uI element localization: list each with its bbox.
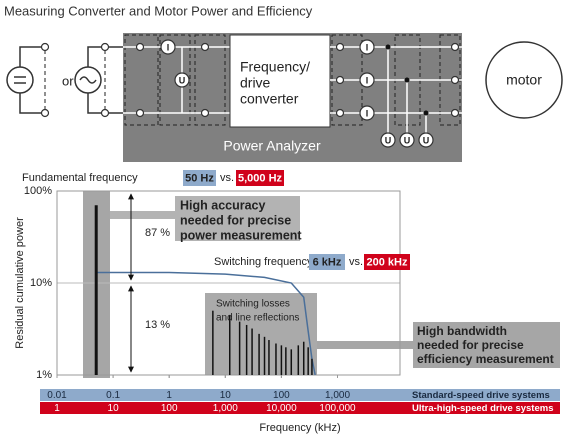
y-axis-label: Residual cumulative power [14, 217, 26, 349]
converter-label: Frequency/ [240, 59, 310, 75]
plot-frame [56, 190, 401, 376]
x-tick-label: 1 [54, 403, 60, 414]
annotation: vs. [220, 172, 234, 184]
annotation: Switching losses [216, 299, 290, 310]
annotation: Fundamental frequency [22, 172, 138, 184]
x-tick-label: 100,000 [319, 403, 356, 414]
tick-row [40, 402, 408, 414]
x-tick-label: 100 [273, 390, 290, 401]
badge-label: 5,000 Hz [238, 172, 283, 184]
tick-row-name: Standard-speed drive systems [412, 390, 550, 401]
motor-label: motor [506, 72, 542, 88]
voltage-symbol: U [385, 135, 392, 145]
current-symbol: I [366, 108, 369, 118]
badge [364, 254, 410, 270]
x-tick-label: 10 [108, 403, 120, 414]
current-symbol: I [366, 75, 369, 85]
badge [236, 170, 284, 186]
converter-label: drive [240, 75, 271, 91]
curve [96, 271, 316, 376]
annotation: High accuracy [180, 198, 266, 212]
voltage-symbol: U [404, 135, 411, 145]
badge-label: 6 kHz [313, 256, 342, 268]
x-tick-label: 10 [220, 390, 232, 401]
badge [183, 170, 216, 186]
accuracy-box [175, 196, 300, 241]
x-tick-label: 10,000 [266, 403, 297, 414]
x-tick-label: 1 [166, 390, 172, 401]
badge [309, 254, 345, 270]
circuit-diagram: or I U Frequency/ drive converter I I I … [6, 33, 563, 162]
x-axis-label: Frequency (kHz) [259, 422, 340, 434]
badge-label: 50 Hz [185, 172, 214, 184]
annotation: vs. [349, 256, 363, 268]
share-label: 13 % [145, 319, 170, 331]
y-tick-label: 100% [24, 185, 52, 197]
tick-row-name-box [408, 402, 560, 414]
annotation: High bandwidth [417, 324, 507, 338]
badge-label: 200 kHz [367, 256, 408, 268]
annotation: needed for precise [417, 338, 524, 352]
share-label: 87 % [145, 227, 170, 239]
annotation: needed for precise [180, 213, 291, 227]
current-symbol: I [366, 42, 369, 52]
x-tick-label: 100 [161, 403, 178, 414]
plot [56, 190, 401, 376]
voltage-symbol: U [179, 75, 186, 85]
annotation: power measurement [180, 228, 302, 242]
current-symbol: I [167, 42, 170, 52]
x-tick-label: 0.1 [106, 390, 120, 401]
tick-row [40, 389, 408, 401]
analyzer-label: Power Analyzer [223, 138, 321, 154]
annotation: efficiency measurement [417, 352, 554, 366]
voltage-symbol: U [423, 135, 430, 145]
annotation: and line reflections [216, 313, 299, 324]
converter-label: converter [240, 91, 299, 107]
x-tick-label: 0.01 [47, 390, 67, 401]
tick-row-name-box [408, 389, 560, 401]
y-tick-label: 10% [30, 277, 52, 289]
x-tick-label: 1,000 [325, 390, 350, 401]
bandwidth-box [413, 322, 560, 368]
tick-row-name: Ultra-high-speed drive systems [412, 403, 554, 414]
x-tick-label: 1,000 [213, 403, 238, 414]
y-tick-label: 1% [36, 369, 52, 381]
or-label: or [62, 73, 74, 88]
annotation: Switching frequency [214, 256, 313, 268]
title: Measuring Converter and Motor Power and … [4, 3, 313, 18]
